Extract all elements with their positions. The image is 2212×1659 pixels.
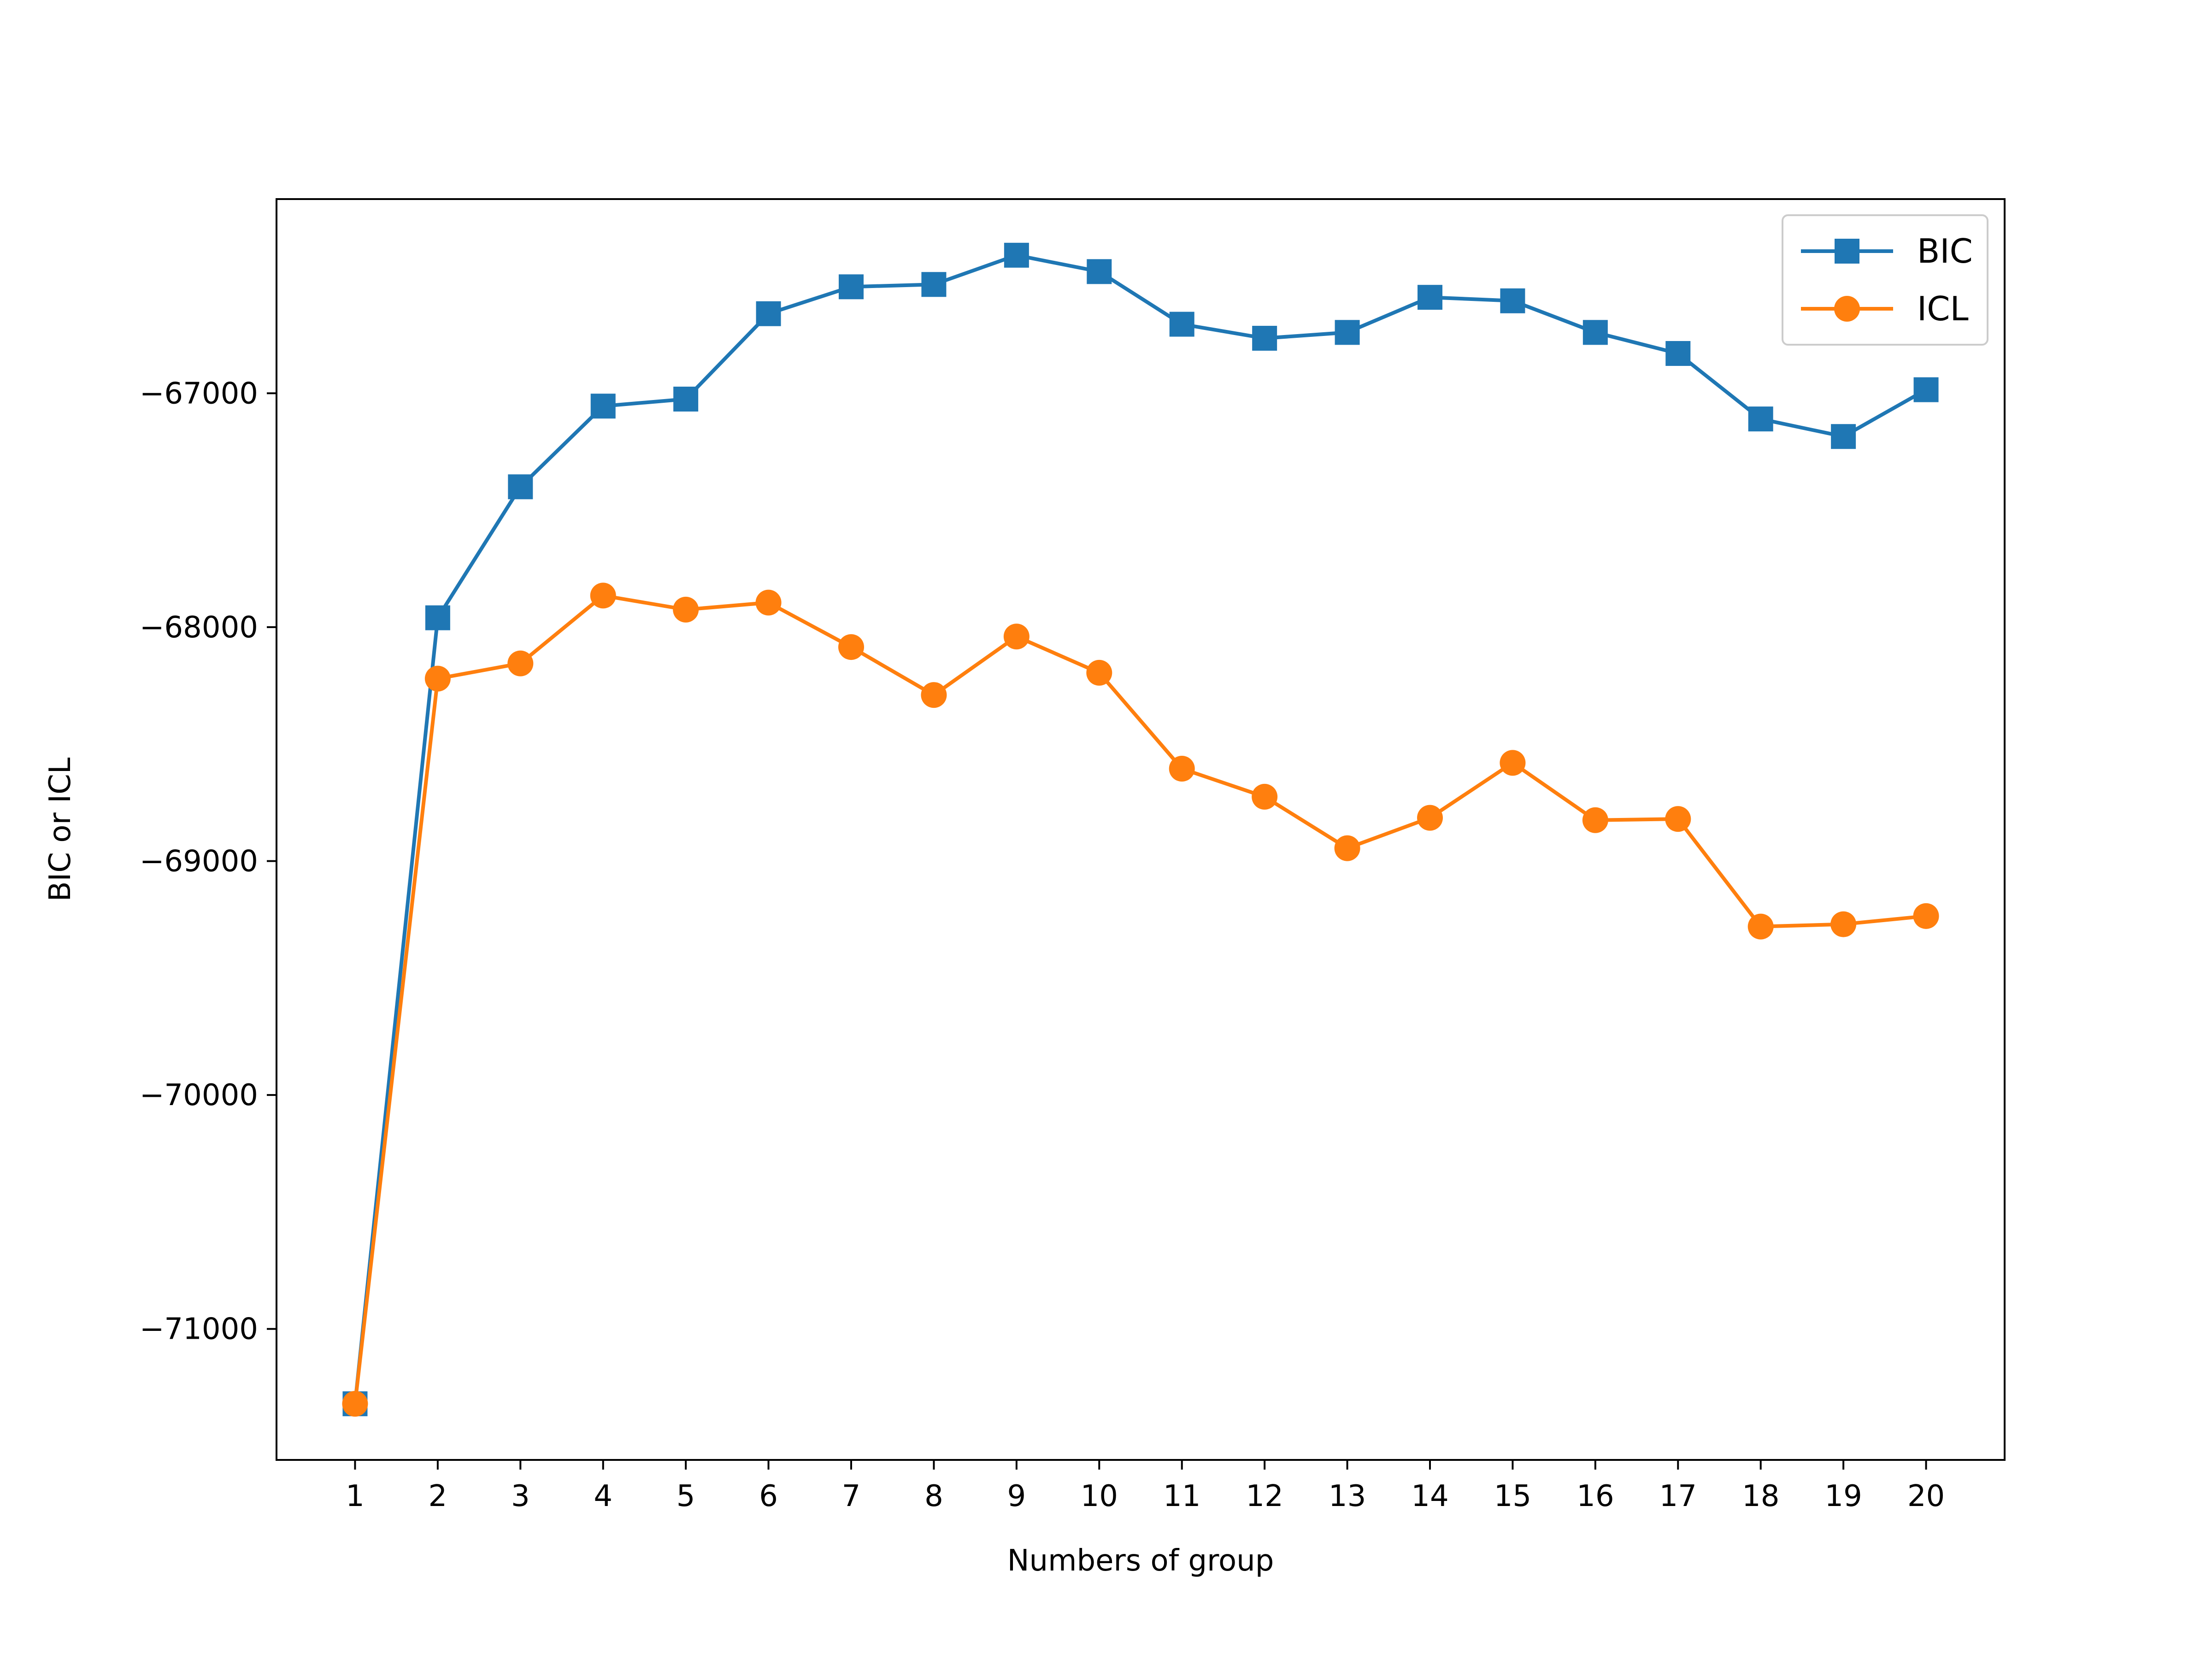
x-tick-label: 16: [1577, 1479, 1614, 1513]
bic-point: [1500, 288, 1525, 313]
y-tick-label: −67000: [140, 377, 258, 411]
y-tick-label: −68000: [140, 611, 258, 645]
x-tick-label: 2: [429, 1479, 447, 1513]
bic-point: [921, 272, 947, 297]
x-tick-label: 18: [1742, 1479, 1779, 1513]
icl-point: [1747, 913, 1774, 940]
y-tick-label: −70000: [140, 1078, 258, 1112]
bic-point: [1004, 242, 1029, 268]
icl-point: [1500, 750, 1526, 776]
legend-label-bic: BIC: [1917, 232, 1973, 271]
x-tick-label: 10: [1081, 1479, 1118, 1513]
legend: BIC ICL: [1782, 214, 1988, 346]
bic-point: [1831, 424, 1856, 449]
icl-point: [1417, 805, 1443, 831]
bic-point: [1169, 312, 1194, 337]
x-tick-label: 19: [1824, 1479, 1862, 1513]
x-tick-label: 4: [594, 1479, 612, 1513]
bic-series-line: [353, 253, 1929, 1406]
x-tick-label: 7: [842, 1479, 861, 1513]
icl-point: [1169, 756, 1195, 782]
legend-box: [1782, 214, 1988, 346]
x-tick-label: 15: [1494, 1479, 1531, 1513]
bic-point: [1748, 406, 1773, 432]
icl-point: [424, 665, 451, 692]
icl-point: [838, 634, 865, 660]
y-tick-label: −71000: [140, 1312, 258, 1347]
icl-point: [1334, 835, 1360, 861]
x-tick-label: 6: [759, 1479, 778, 1513]
x-tick-label: 8: [924, 1479, 943, 1513]
bic-point: [839, 274, 864, 300]
icl-point: [921, 682, 947, 708]
icl-point: [1830, 911, 1857, 937]
icl-point: [673, 596, 699, 623]
plot-area-frame: [276, 198, 2006, 1461]
x-tick-label: 20: [1907, 1479, 1945, 1513]
bic-point: [1252, 326, 1277, 351]
y-axis: −71000 −70000 −69000 −68000 −67000: [140, 377, 276, 1347]
bic-point: [425, 605, 450, 630]
icl-point: [1086, 659, 1112, 686]
legend-marker-icl: [1834, 296, 1860, 322]
icl-point: [590, 582, 616, 609]
icl-point: [1252, 783, 1278, 810]
icl-point: [1003, 624, 1030, 650]
legend-marker-bic: [1835, 239, 1859, 264]
x-tick-label: 3: [511, 1479, 530, 1513]
bic-point: [1665, 341, 1691, 366]
y-axis-label: BIC or ICL: [43, 757, 77, 901]
icl-point: [1665, 806, 1691, 832]
bic-point: [590, 394, 616, 419]
icl-series-line: [353, 594, 1928, 1406]
x-axis-label: Numbers of group: [1007, 1544, 1274, 1578]
bic-point: [1913, 377, 1939, 402]
x-tick-label: 5: [677, 1479, 695, 1513]
icl-point: [342, 1391, 368, 1417]
y-tick-label: −69000: [140, 845, 258, 879]
icl-point: [1913, 903, 1939, 929]
x-tick-label: 11: [1163, 1479, 1200, 1513]
bic-point: [673, 387, 699, 412]
bic-point: [756, 301, 781, 326]
x-tick-label: 9: [1007, 1479, 1026, 1513]
x-tick-label: 13: [1329, 1479, 1366, 1513]
x-axis: 1 2 3 4 5 6 7 8 9 10 11 12 13 14 15 16 17 18 19 20: [346, 1460, 1945, 1513]
bic-point: [1335, 320, 1360, 345]
x-tick-label: 17: [1659, 1479, 1697, 1513]
series-layer: [342, 242, 1939, 1417]
x-tick-label: 12: [1246, 1479, 1283, 1513]
bic-point: [1583, 320, 1608, 345]
icl-point: [755, 589, 782, 616]
bic-point: [1087, 259, 1112, 284]
bic-point: [1417, 285, 1442, 310]
icl-point: [1582, 807, 1608, 833]
bic-point: [508, 474, 533, 500]
icl-point: [507, 650, 534, 677]
x-tick-label: 1: [346, 1479, 365, 1513]
legend-label-icl: ICL: [1917, 289, 1969, 328]
x-tick-label: 14: [1411, 1479, 1448, 1513]
